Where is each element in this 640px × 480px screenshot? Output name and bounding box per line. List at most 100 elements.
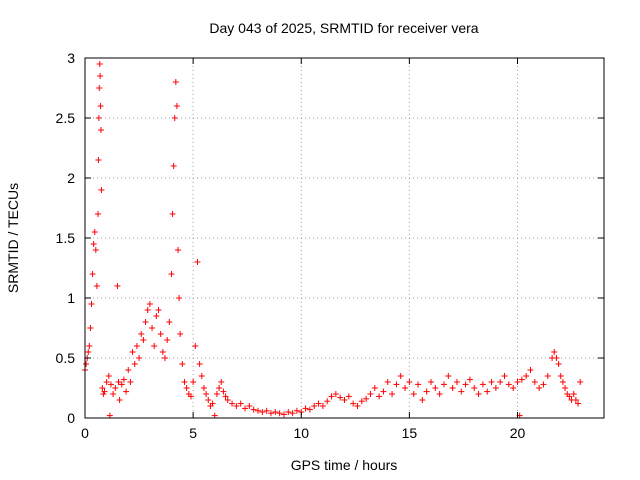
data-point [105, 373, 112, 379]
data-point [497, 379, 504, 385]
data-point [97, 103, 104, 109]
data-point [557, 373, 564, 379]
x-tick-label: 5 [189, 425, 197, 441]
data-point [95, 157, 102, 163]
data-point [501, 373, 508, 379]
data-point [410, 391, 417, 397]
data-point [213, 391, 220, 397]
x-tick-label: 0 [81, 425, 89, 441]
data-point [440, 381, 447, 388]
data-point [562, 385, 569, 391]
data-point [88, 301, 95, 307]
x-tick-label: 10 [293, 425, 309, 441]
x-tick-label: 20 [510, 425, 526, 441]
data-point [423, 388, 430, 395]
data-point [203, 391, 210, 397]
data-point [146, 301, 153, 307]
data-point [110, 391, 117, 397]
chart-title: Day 043 of 2025, SRMTID for receiver ver… [209, 20, 478, 36]
data-point [183, 385, 190, 391]
data-point [133, 343, 140, 349]
data-point [577, 379, 584, 385]
data-point [103, 379, 110, 385]
data-point [224, 397, 231, 403]
data-point [544, 373, 551, 379]
data-point [311, 403, 318, 409]
data-point [229, 400, 236, 407]
data-point [138, 331, 145, 337]
data-point [389, 391, 396, 397]
data-point [153, 313, 160, 319]
data-point [492, 385, 499, 391]
data-point [402, 385, 409, 391]
data-point [83, 361, 90, 367]
data-point [250, 406, 257, 413]
data-point [85, 349, 92, 355]
data-point [92, 247, 99, 253]
data-point [222, 393, 229, 400]
data-point [93, 283, 100, 289]
data-point [350, 400, 357, 407]
data-point [324, 398, 331, 405]
data-point [95, 115, 102, 121]
data-point [162, 355, 169, 361]
data-point [285, 409, 292, 415]
data-point [367, 391, 374, 397]
data-point [415, 381, 422, 388]
data-point [397, 373, 404, 379]
data-point [87, 325, 94, 331]
data-point [179, 361, 186, 367]
data-point [332, 391, 339, 397]
data-point [272, 409, 279, 415]
y-tick-label: 1 [67, 290, 75, 306]
grid [85, 58, 604, 418]
data-point [176, 295, 183, 301]
data-point [436, 391, 443, 397]
data-point [168, 271, 175, 277]
data-point [540, 381, 547, 388]
data-point [505, 381, 512, 388]
data-point [246, 403, 253, 409]
data-point [94, 211, 101, 217]
data-point [220, 388, 227, 395]
data-point [198, 373, 205, 379]
data-point [115, 379, 122, 385]
data-point [140, 337, 147, 343]
data-point [280, 411, 287, 418]
data-point [159, 349, 166, 355]
data-point [527, 367, 534, 373]
y-axis-label: SRMTID / TECUs [5, 183, 21, 293]
data-point [354, 403, 361, 409]
data-point [566, 393, 573, 400]
data-point [514, 379, 521, 385]
data-point [192, 343, 199, 349]
plot-frame [84, 57, 605, 419]
data-point [173, 103, 180, 109]
data-point [553, 355, 560, 361]
data-point [453, 379, 460, 385]
data-point [209, 400, 216, 407]
data-point [475, 391, 482, 397]
data-point [200, 385, 207, 391]
data-point [149, 325, 156, 331]
data-point [166, 319, 173, 325]
data-point [384, 379, 391, 385]
data-point [90, 241, 97, 247]
data-point [263, 407, 270, 414]
data-point [237, 400, 244, 407]
data-point [555, 361, 562, 367]
data-point [363, 395, 370, 402]
data-point [259, 409, 266, 415]
data-point [123, 388, 130, 395]
data-point [328, 393, 335, 400]
data-point [86, 343, 93, 349]
data-point [471, 385, 478, 391]
data-point [315, 400, 322, 407]
data-point [233, 403, 240, 409]
data-point [458, 388, 465, 395]
data-point [449, 385, 456, 391]
data-point [116, 397, 123, 403]
data-point [205, 397, 212, 403]
data-point [112, 385, 119, 391]
data-point [96, 85, 103, 91]
